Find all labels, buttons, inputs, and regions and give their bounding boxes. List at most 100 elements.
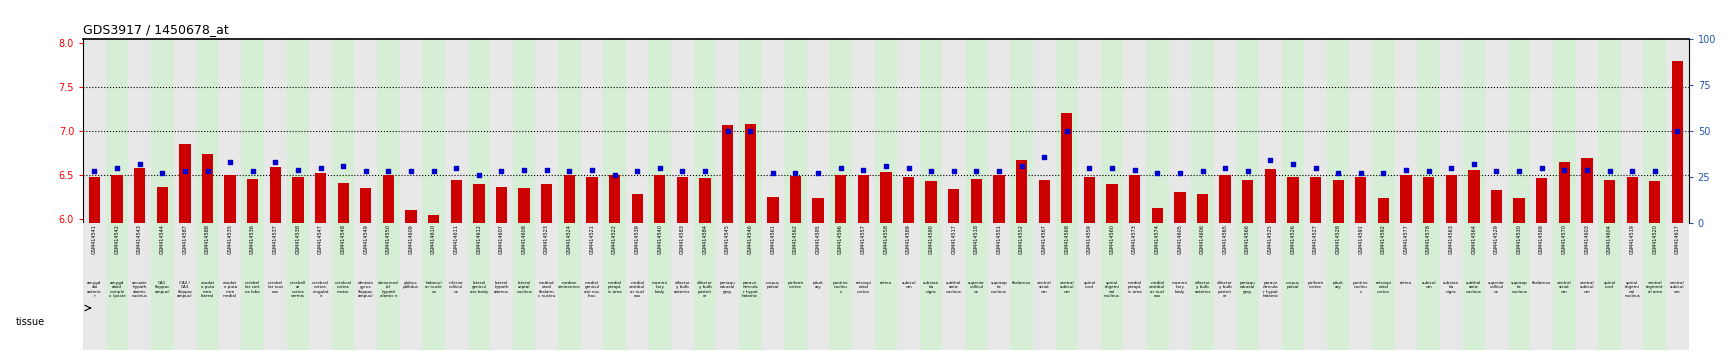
Text: GSM414577: GSM414577 [1403, 224, 1408, 254]
Bar [695, 223, 717, 280]
Text: subicul
um: subicul um [901, 281, 916, 289]
Bar [1237, 280, 1259, 350]
Bar [1304, 39, 1327, 223]
Point [464, 172, 492, 178]
Bar [1491, 190, 1502, 223]
Point [1211, 165, 1238, 171]
Bar [1621, 223, 1644, 280]
Bar [1192, 223, 1214, 280]
Text: supraop
tic
nucleus: supraop tic nucleus [991, 281, 1008, 294]
Bar [610, 175, 620, 223]
Bar [468, 280, 490, 350]
Text: arcuate
hypoth
alamic
nucleus: arcuate hypoth alamic nucleus [132, 281, 147, 298]
Text: mammi
llary
body: mammi llary body [651, 281, 669, 294]
Text: GSM414569: GSM414569 [1540, 224, 1545, 254]
Bar [1599, 223, 1621, 280]
Text: GSM414592: GSM414592 [1380, 224, 1386, 254]
Bar [942, 223, 965, 280]
Text: lateral
septal
nucleus: lateral septal nucleus [516, 281, 532, 294]
Text: subicul
um: subicul um [1422, 281, 1436, 289]
Text: spinal
cord: spinal cord [1604, 281, 1616, 289]
Text: mediod
orsal
thalami
c nucleu: mediod orsal thalami c nucleu [539, 281, 556, 298]
Bar [603, 223, 625, 280]
Bar [1084, 177, 1095, 223]
Bar [518, 188, 530, 223]
Bar [587, 177, 598, 223]
Bar [648, 223, 670, 280]
Bar [1484, 223, 1509, 280]
Bar [1417, 280, 1439, 350]
Bar [355, 39, 378, 223]
Bar [563, 175, 575, 223]
Bar [670, 39, 695, 223]
Bar [1107, 184, 1117, 223]
Bar [513, 39, 535, 223]
Bar [1531, 280, 1554, 350]
Point [1166, 171, 1193, 176]
Point [171, 169, 199, 174]
Bar [970, 179, 982, 223]
Bar [1671, 61, 1684, 223]
Bar [1394, 280, 1417, 350]
Bar [1349, 39, 1372, 223]
Point [239, 169, 267, 174]
Point [262, 159, 289, 165]
Point [578, 167, 606, 172]
Point [804, 171, 831, 176]
Bar [920, 280, 942, 350]
Text: GSM414590: GSM414590 [928, 224, 934, 254]
Bar [1327, 280, 1349, 350]
Text: GSM414547: GSM414547 [319, 224, 324, 254]
Bar [288, 223, 310, 280]
Text: GSM414558: GSM414558 [883, 224, 889, 254]
Bar [1032, 223, 1055, 280]
Bar [580, 280, 603, 350]
Bar [1354, 177, 1367, 223]
Bar [151, 280, 173, 350]
Text: thalamus: thalamus [1533, 281, 1552, 285]
Point [1640, 169, 1668, 174]
Text: GSM414541: GSM414541 [92, 224, 97, 254]
Text: GSM414538: GSM414538 [296, 224, 300, 254]
Point [986, 169, 1013, 174]
Text: GSM414542: GSM414542 [114, 224, 120, 254]
Bar [942, 280, 965, 350]
Bar [1147, 280, 1169, 350]
Text: GSM414574: GSM414574 [1155, 224, 1160, 254]
Text: retina: retina [1399, 281, 1412, 285]
Bar [1124, 280, 1147, 350]
Text: cerebel
lar cort
ex lobe: cerebel lar cort ex lobe [246, 281, 260, 294]
Point [1188, 169, 1216, 174]
Text: GSM414524: GSM414524 [566, 224, 572, 254]
Bar [225, 175, 236, 223]
Bar [880, 172, 892, 223]
Point [1302, 165, 1330, 171]
Bar [1237, 39, 1259, 223]
Bar [111, 175, 123, 223]
Bar [1484, 280, 1509, 350]
Bar [83, 280, 106, 350]
Bar [785, 280, 807, 350]
Bar [965, 39, 987, 223]
Bar [558, 223, 580, 280]
Bar [994, 175, 1005, 223]
Bar [535, 280, 558, 350]
Text: ventral
subicul
um: ventral subicul um [1580, 281, 1593, 294]
Bar [423, 39, 445, 223]
Text: pituit
ary: pituit ary [812, 281, 823, 289]
Bar [1237, 223, 1259, 280]
Bar [1644, 223, 1666, 280]
Bar [315, 173, 326, 223]
Bar [1417, 223, 1439, 280]
Bar [1062, 113, 1072, 223]
Text: GSM414603: GSM414603 [1585, 224, 1590, 254]
Text: GSM414562: GSM414562 [793, 224, 798, 254]
Point [511, 167, 539, 172]
Text: cerebell
ar
cortex
vermis: cerebell ar cortex vermis [289, 281, 307, 298]
Bar [1484, 39, 1509, 223]
Bar [1417, 39, 1439, 223]
Text: caudat
e puta
men
medial: caudat e puta men medial [223, 281, 237, 298]
Bar [1264, 169, 1276, 223]
Bar [830, 223, 852, 280]
Text: GSM414610: GSM414610 [431, 224, 436, 254]
